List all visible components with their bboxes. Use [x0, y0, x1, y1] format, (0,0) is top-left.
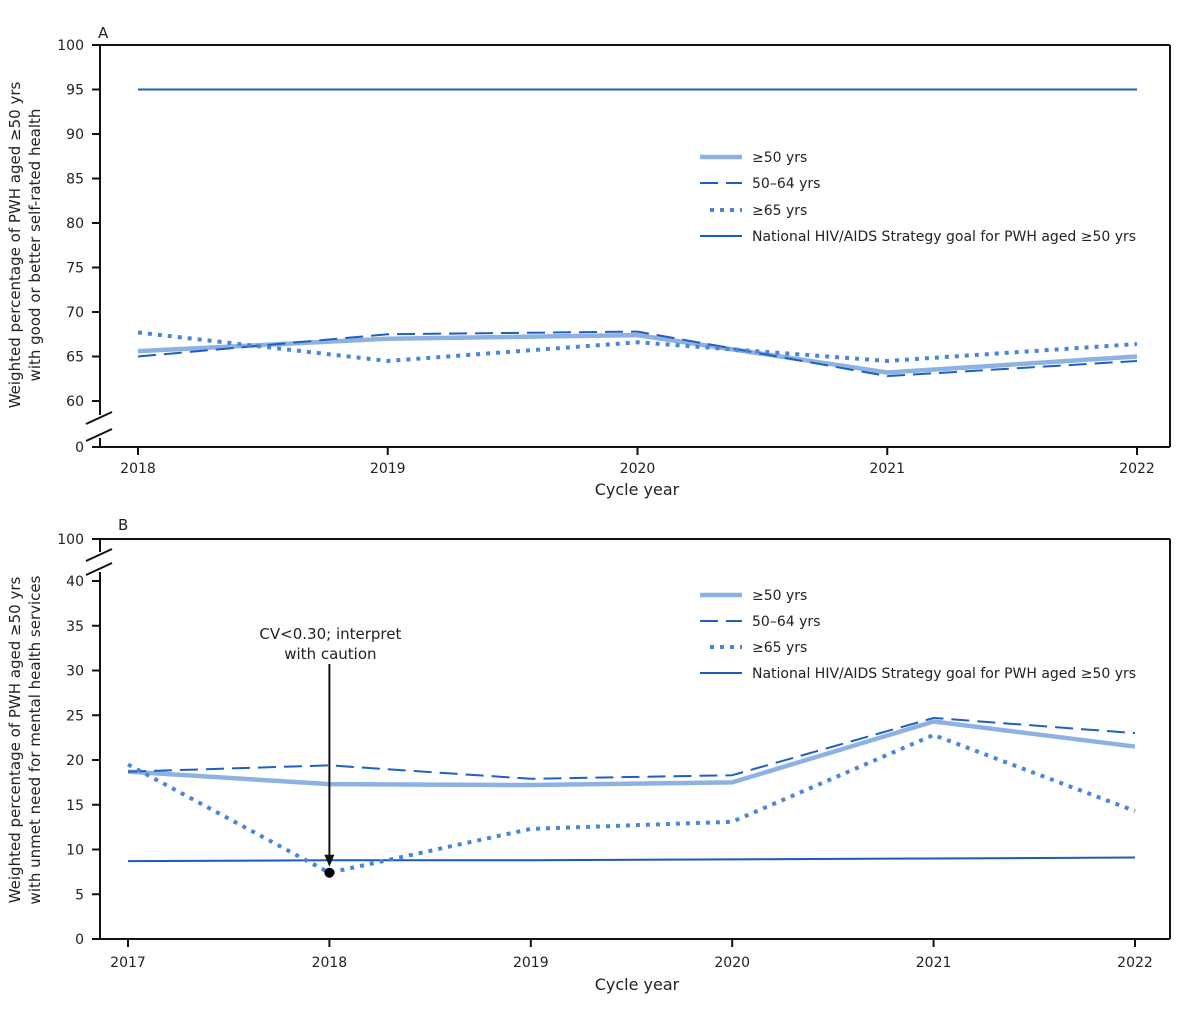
panel-b: B 0 5 10 15 20 25 30 35 40 100 2017 2018 2019 2020 2021… [6, 516, 1170, 994]
y-tick-label: 0 [75, 440, 84, 456]
y-tick-label: 0 [75, 932, 84, 948]
y-tick-label: 70 [66, 305, 84, 321]
panel-a: A 0 60 65 70 75 80 85 90 95 100 2018 2019 2020 2021 202… [6, 24, 1170, 499]
annotation-text: CV<0.30; interpret [259, 625, 401, 643]
x-tick-label: 2022 [1117, 955, 1153, 971]
x-axis-label: Cycle year [595, 975, 680, 994]
x-tick-label: 2020 [620, 461, 656, 477]
y-tick-label: 85 [66, 172, 84, 188]
legend-label: National HIV/AIDS Strategy goal for PWH … [752, 229, 1136, 245]
panel-label: A [98, 24, 109, 42]
annotation-marker [324, 868, 334, 878]
x-tick-label: 2021 [916, 955, 952, 971]
panel-label: B [118, 516, 128, 534]
x-tick-label: 2019 [370, 461, 406, 477]
y-tick-label: 35 [66, 619, 84, 635]
y-tick-label: 75 [66, 261, 84, 277]
y-tick-label: 5 [75, 887, 84, 903]
series-line-solid-thick [128, 722, 1135, 786]
series-line-solid-thin [128, 858, 1135, 862]
y-tick-label: 30 [66, 664, 84, 680]
y-tick-label: 90 [66, 127, 84, 143]
y-tick-label: 25 [66, 708, 84, 724]
legend-label: ≥65 yrs [752, 203, 807, 219]
y-axis-label: Weighted percentage of PWH aged ≥50 yrs [6, 82, 24, 409]
legend-label: ≥50 yrs [752, 150, 807, 166]
x-tick-label: 2022 [1119, 461, 1155, 477]
y-tick-label: 60 [66, 394, 84, 410]
x-tick-label: 2017 [110, 955, 146, 971]
legend-label: 50–64 yrs [752, 614, 820, 630]
y-tick-label: 10 [66, 843, 84, 859]
x-tick-label: 2020 [714, 955, 750, 971]
y-tick-label: 100 [57, 38, 84, 54]
x-tick-label: 2021 [869, 461, 905, 477]
y-axis-label: with good or better self-rated health [26, 109, 44, 382]
y-tick-label: 95 [66, 83, 84, 99]
y-tick-label: 20 [66, 753, 84, 769]
y-axis-label: with unmet need for mental health servic… [26, 575, 44, 904]
x-tick-label: 2019 [513, 955, 549, 971]
y-axis-label: Weighted percentage of PWH aged ≥50 yrs [6, 577, 24, 904]
legend-label: 50–64 yrs [752, 176, 820, 192]
x-axis-label: Cycle year [595, 480, 680, 499]
y-tick-label: 40 [66, 574, 84, 590]
legend-label: ≥65 yrs [752, 640, 807, 656]
x-tick-label: 2018 [120, 461, 156, 477]
y-tick-label: 100 [57, 532, 84, 548]
series-line-dotted [128, 735, 1135, 873]
y-tick-label: 15 [66, 798, 84, 814]
y-tick-label: 65 [66, 350, 84, 366]
annotation-text: with caution [284, 645, 376, 663]
legend-label: National HIV/AIDS Strategy goal for PWH … [752, 666, 1136, 682]
y-tick-label: 80 [66, 216, 84, 232]
legend-label: ≥50 yrs [752, 588, 807, 604]
x-tick-label: 2018 [312, 955, 348, 971]
